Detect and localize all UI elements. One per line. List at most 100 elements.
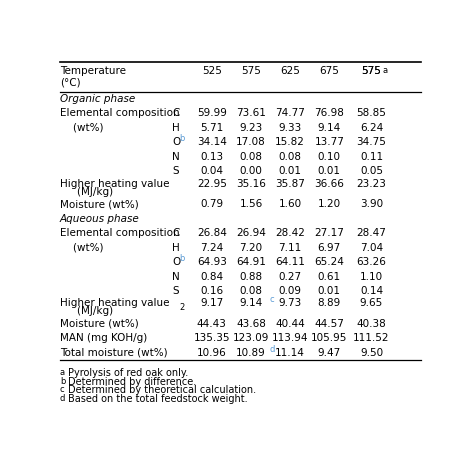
Text: 36.66: 36.66	[314, 179, 344, 189]
Text: 0.84: 0.84	[200, 272, 223, 282]
Text: 64.11: 64.11	[275, 257, 305, 267]
Text: 575: 575	[362, 65, 382, 75]
Text: b: b	[179, 134, 184, 143]
Text: Higher heating value: Higher heating value	[60, 299, 170, 309]
Text: d: d	[269, 345, 275, 354]
Text: Moisture (wt%): Moisture (wt%)	[60, 199, 139, 209]
Text: 65.24: 65.24	[314, 257, 344, 267]
Text: 0.14: 0.14	[360, 286, 383, 296]
Text: Higher heating value: Higher heating value	[60, 179, 170, 189]
Text: 34.14: 34.14	[197, 138, 227, 147]
Text: a: a	[383, 65, 388, 74]
Text: 575: 575	[241, 65, 261, 75]
Text: 0.88: 0.88	[239, 272, 263, 282]
Text: 27.17: 27.17	[314, 228, 344, 238]
Text: 5.71: 5.71	[200, 123, 223, 133]
Text: 76.98: 76.98	[314, 108, 344, 119]
Text: 0.00: 0.00	[239, 166, 263, 177]
Text: 40.44: 40.44	[275, 319, 305, 329]
Text: 0.08: 0.08	[239, 286, 263, 296]
Text: 675: 675	[319, 65, 339, 75]
Text: 26.94: 26.94	[236, 228, 266, 238]
Text: H: H	[173, 243, 180, 252]
Text: Elemental composition: Elemental composition	[60, 108, 180, 119]
Text: 1.60: 1.60	[278, 199, 301, 209]
Text: Moisture (wt%): Moisture (wt%)	[60, 319, 139, 329]
Text: 6.97: 6.97	[318, 243, 341, 252]
Text: 0.01: 0.01	[318, 166, 341, 177]
Text: 64.93: 64.93	[197, 257, 227, 267]
Text: 9.17: 9.17	[200, 299, 223, 309]
Text: 7.04: 7.04	[360, 243, 383, 252]
Text: N: N	[173, 272, 180, 282]
Text: 123.09: 123.09	[233, 333, 269, 343]
Text: c: c	[269, 295, 274, 304]
Text: 9.33: 9.33	[278, 123, 301, 133]
Text: 1.20: 1.20	[318, 199, 341, 209]
Text: 44.57: 44.57	[314, 319, 344, 329]
Text: 9.50: 9.50	[360, 348, 383, 358]
Text: 63.26: 63.26	[356, 257, 386, 267]
Text: 11.14: 11.14	[275, 348, 305, 358]
Text: Aqueous phase: Aqueous phase	[60, 214, 140, 224]
Text: 22.95: 22.95	[197, 179, 227, 189]
Text: MAN (mg KOH/g): MAN (mg KOH/g)	[60, 333, 147, 343]
Text: b: b	[179, 254, 184, 263]
Text: Pyrolysis of red oak only.: Pyrolysis of red oak only.	[68, 368, 188, 378]
Text: S: S	[173, 286, 179, 296]
Text: 0.10: 0.10	[318, 152, 341, 162]
Text: 74.77: 74.77	[275, 108, 305, 119]
Text: 17.08: 17.08	[236, 138, 266, 147]
Text: Organic phase: Organic phase	[60, 94, 135, 104]
Text: N: N	[173, 152, 180, 162]
Text: Based on the total feedstock weight.: Based on the total feedstock weight.	[68, 394, 248, 404]
Text: 9.65: 9.65	[360, 299, 383, 309]
Text: S: S	[173, 166, 179, 177]
Text: 0.01: 0.01	[318, 286, 341, 296]
Text: b: b	[60, 377, 65, 386]
Text: 625: 625	[280, 65, 300, 75]
Text: 35.87: 35.87	[275, 179, 305, 189]
Text: Elemental composition: Elemental composition	[60, 228, 180, 238]
Text: (MJ/kg): (MJ/kg)	[64, 187, 113, 197]
Text: 0.01: 0.01	[278, 166, 301, 177]
Text: 23.23: 23.23	[356, 179, 386, 189]
Text: 0.27: 0.27	[278, 272, 301, 282]
Text: 0.08: 0.08	[278, 152, 301, 162]
Text: 44.43: 44.43	[197, 319, 227, 329]
Text: 111.52: 111.52	[353, 333, 390, 343]
Text: 26.84: 26.84	[197, 228, 227, 238]
Text: Total moisture (wt%): Total moisture (wt%)	[60, 348, 168, 358]
Text: 9.47: 9.47	[318, 348, 341, 358]
Text: 2: 2	[180, 303, 185, 312]
Text: (wt%): (wt%)	[60, 243, 103, 252]
Text: 28.42: 28.42	[275, 228, 305, 238]
Text: 3.90: 3.90	[360, 199, 383, 209]
Text: 575: 575	[362, 65, 382, 75]
Text: O: O	[173, 257, 181, 267]
Text: Temperature: Temperature	[60, 65, 126, 75]
Text: 8.89: 8.89	[318, 299, 341, 309]
Text: 28.47: 28.47	[356, 228, 386, 238]
Text: C: C	[173, 108, 180, 119]
Text: 6.24: 6.24	[360, 123, 383, 133]
Text: (wt%): (wt%)	[60, 123, 103, 133]
Text: 13.77: 13.77	[314, 138, 344, 147]
Text: 15.82: 15.82	[275, 138, 305, 147]
Text: 7.20: 7.20	[239, 243, 263, 252]
Text: 34.75: 34.75	[356, 138, 386, 147]
Text: 10.89: 10.89	[236, 348, 266, 358]
Text: C: C	[173, 228, 180, 238]
Text: 59.99: 59.99	[197, 108, 227, 119]
Text: d: d	[60, 394, 65, 403]
Text: 1.56: 1.56	[239, 199, 263, 209]
Text: 10.96: 10.96	[197, 348, 227, 358]
Text: 43.68: 43.68	[236, 319, 266, 329]
Text: a: a	[60, 368, 65, 377]
Text: 64.91: 64.91	[236, 257, 266, 267]
Text: 0.05: 0.05	[360, 166, 383, 177]
Text: 525: 525	[202, 65, 222, 75]
Text: Determined by theoretical calculation.: Determined by theoretical calculation.	[68, 385, 256, 396]
Text: 9.14: 9.14	[318, 123, 341, 133]
Text: 0.09: 0.09	[278, 286, 301, 296]
